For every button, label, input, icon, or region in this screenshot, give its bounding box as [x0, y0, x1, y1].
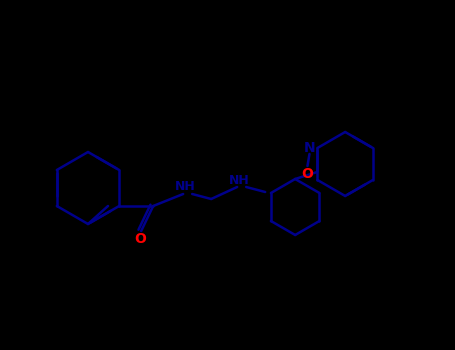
Text: O: O	[302, 167, 313, 181]
Text: NH: NH	[229, 174, 249, 187]
Text: NH: NH	[175, 181, 196, 194]
Text: N: N	[303, 141, 315, 155]
Text: O: O	[134, 232, 146, 246]
